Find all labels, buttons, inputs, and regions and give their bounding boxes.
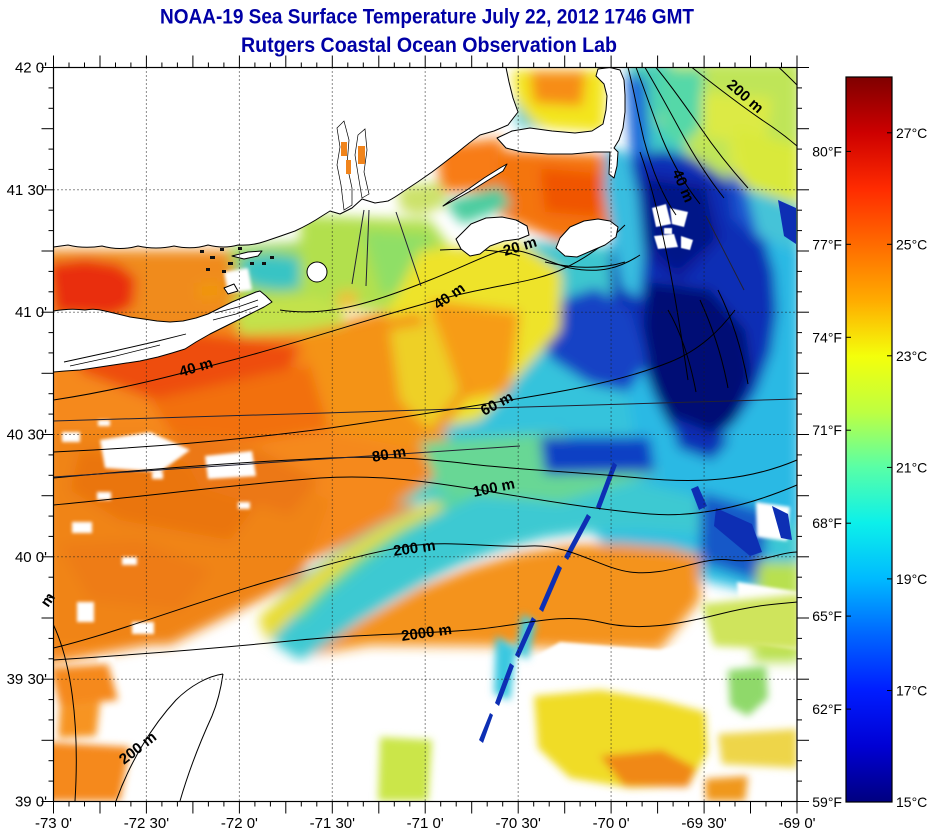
svg-text:40 0': 40 0' bbox=[15, 549, 47, 566]
svg-text:-69 0': -69 0' bbox=[778, 815, 815, 832]
svg-text:80 m: 80 m bbox=[371, 443, 408, 466]
svg-text:17°C: 17°C bbox=[896, 683, 927, 699]
svg-text:40 30': 40 30' bbox=[7, 427, 48, 444]
svg-text:62°F: 62°F bbox=[812, 701, 842, 717]
svg-text:2000 m: 2000 m bbox=[400, 621, 453, 645]
svg-text:27°C: 27°C bbox=[896, 125, 927, 141]
svg-text:-69 30': -69 30' bbox=[681, 815, 727, 832]
svg-text:15°C: 15°C bbox=[896, 794, 927, 810]
svg-text:68°F: 68°F bbox=[812, 515, 842, 531]
svg-text:39 30': 39 30' bbox=[7, 671, 48, 688]
svg-text:74°F: 74°F bbox=[812, 329, 842, 345]
svg-text:NOAA-19 Sea Surface Temperatur: NOAA-19 Sea Surface Temperature July 22,… bbox=[160, 6, 694, 29]
svg-text:-73 0': -73 0' bbox=[35, 815, 72, 832]
svg-text:200 m: 200 m bbox=[392, 537, 436, 560]
svg-text:21°C: 21°C bbox=[896, 459, 927, 475]
svg-text:23°C: 23°C bbox=[896, 348, 927, 364]
svg-text:25°C: 25°C bbox=[896, 236, 927, 252]
svg-text:41 0': 41 0' bbox=[15, 304, 47, 321]
svg-text:77°F: 77°F bbox=[812, 236, 842, 252]
svg-text:-71 30': -71 30' bbox=[310, 815, 356, 832]
svg-text:71°F: 71°F bbox=[812, 422, 842, 438]
svg-text:Rutgers Coastal Ocean Observat: Rutgers Coastal Ocean Observation Lab bbox=[241, 34, 617, 57]
svg-text:-71 0': -71 0' bbox=[407, 815, 444, 832]
svg-text:80°F: 80°F bbox=[812, 143, 842, 159]
svg-text:65°F: 65°F bbox=[812, 608, 842, 624]
svg-text:-70 30': -70 30' bbox=[495, 815, 541, 832]
svg-text:19°C: 19°C bbox=[896, 571, 927, 587]
svg-text:-70 0': -70 0' bbox=[593, 815, 630, 832]
svg-text:-72 30': -72 30' bbox=[124, 815, 170, 832]
svg-text:59°F: 59°F bbox=[812, 794, 842, 810]
svg-text:42 0': 42 0' bbox=[15, 60, 47, 77]
svg-text:41 30': 41 30' bbox=[7, 182, 48, 199]
svg-text:-72 0': -72 0' bbox=[221, 815, 258, 832]
svg-text:39 0': 39 0' bbox=[15, 794, 47, 811]
